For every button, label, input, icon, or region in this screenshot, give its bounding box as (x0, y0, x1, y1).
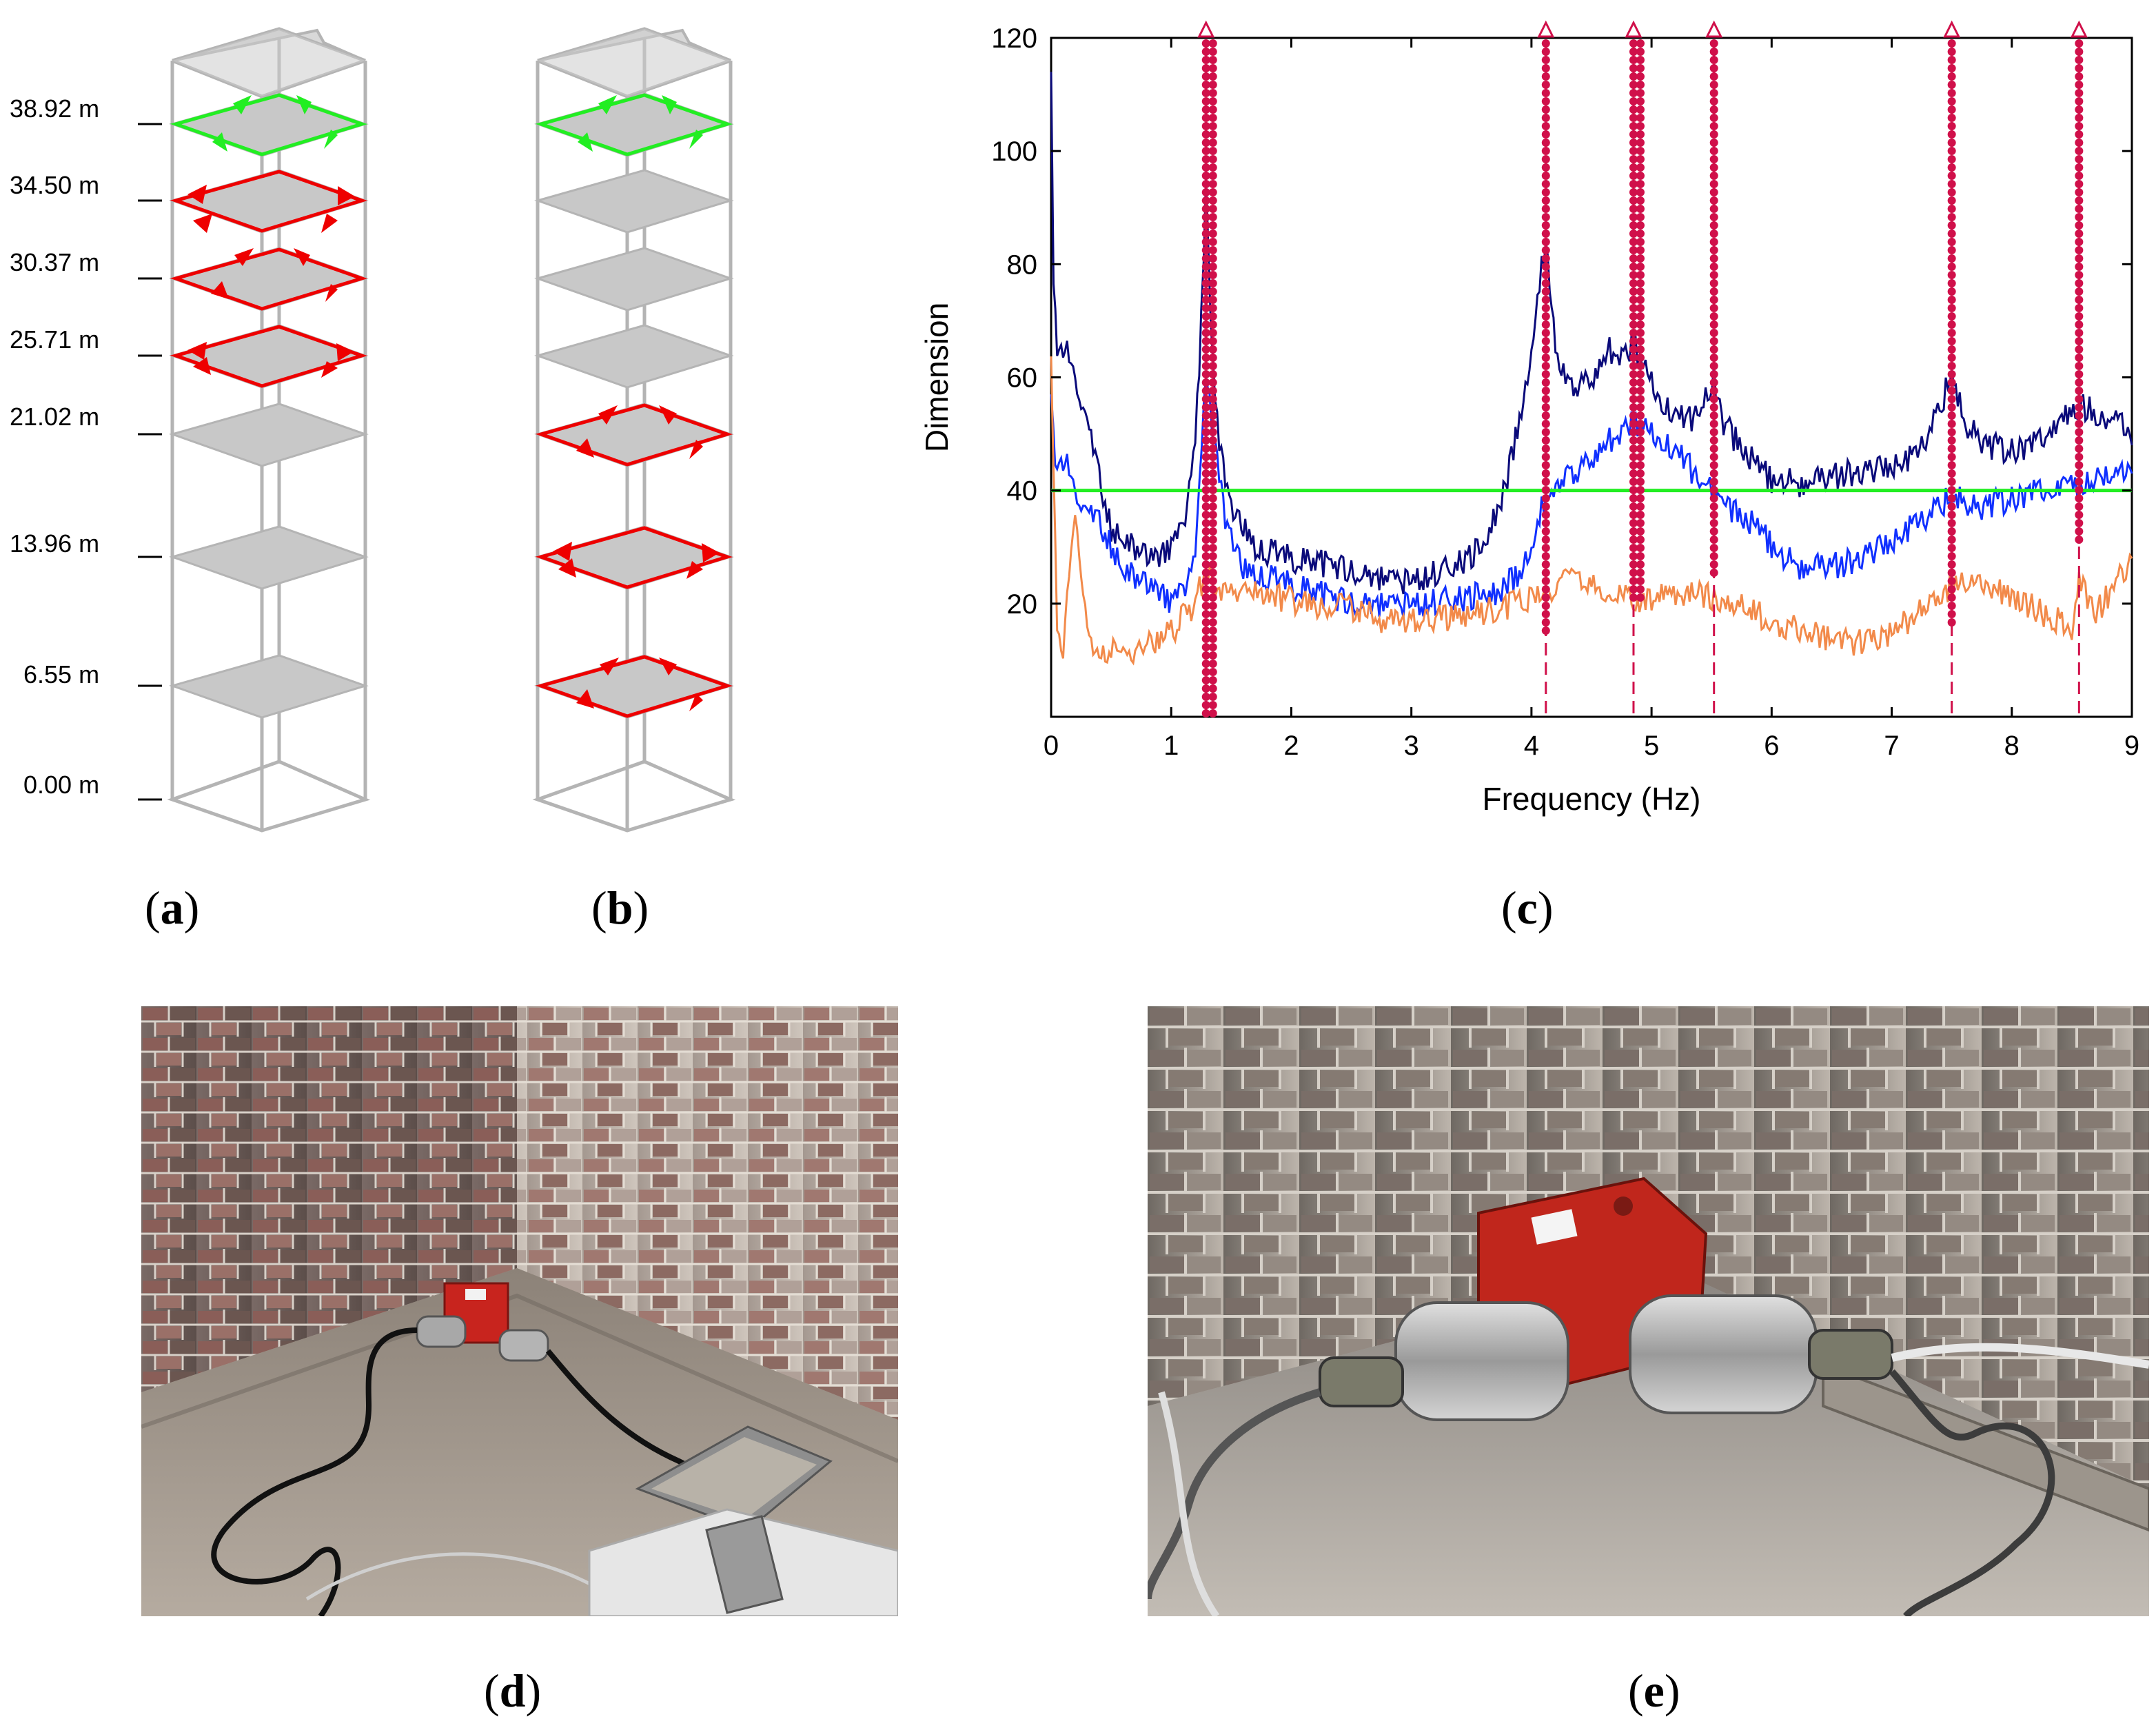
slab (534, 92, 734, 157)
peak-dots (2075, 39, 2084, 544)
peak-marker (1197, 20, 1215, 38)
level-label-34.50: 34.50 m (10, 171, 100, 199)
chart-xlabel: Frequency (Hz) (1483, 781, 1701, 817)
y-tick-label: 120 (991, 23, 1037, 54)
level-label-21.02: 21.02 m (10, 403, 100, 431)
slab (534, 169, 734, 234)
x-tick-label: 6 (1764, 731, 1779, 761)
x-tick-label: 3 (1404, 731, 1419, 761)
y-tick-label: 100 (991, 136, 1037, 167)
y-tick-label: 80 (1007, 250, 1038, 280)
level-label-38.92: 38.92 m (10, 94, 100, 123)
peak-marker (1705, 20, 1723, 38)
light-box (588, 1425, 898, 1616)
slab (534, 654, 734, 719)
level-label-25.71: 25.71 m (10, 325, 100, 354)
level-label-0.00: 0.00 m (23, 771, 100, 799)
photo-sensor-wide (141, 1006, 898, 1616)
y-tick-label: 40 (1007, 476, 1038, 507)
x-tick-label: 9 (2124, 731, 2139, 761)
x-tick-label: 2 (1283, 731, 1299, 761)
x-tick-label: 4 (1524, 731, 1539, 761)
slab (169, 654, 369, 719)
level-label-6.55: 6.55 m (23, 660, 100, 689)
peak-marker (1943, 20, 1961, 38)
slab (169, 247, 369, 312)
x-tick-label: 0 (1044, 731, 1059, 761)
peak-dots (1709, 39, 1718, 577)
slab (534, 403, 734, 467)
tower-model-b (532, 27, 736, 833)
slab (169, 525, 369, 590)
sensor-block (416, 1282, 549, 1362)
peak-marker (1537, 20, 1555, 38)
x-tick-label: 8 (2004, 731, 2020, 761)
panel-label-c: (c) (1501, 882, 1554, 934)
x-tick-label: 7 (1884, 731, 1899, 761)
x-tick-label: 1 (1163, 731, 1179, 761)
y-tick-label: 60 (1007, 363, 1038, 394)
level-label-13.96: 13.96 m (10, 529, 100, 558)
slab (169, 92, 369, 157)
x-tick-label: 5 (1644, 731, 1659, 761)
peak-marker (1625, 20, 1643, 38)
photo-sensor-close (1148, 1006, 2149, 1616)
peak-dots (1947, 39, 1956, 627)
panel-label-d: (d) (484, 1664, 542, 1717)
sensor-block (1319, 1177, 1893, 1421)
peak-marker (2070, 20, 2088, 38)
slab (169, 403, 369, 467)
slab (534, 247, 734, 312)
level-label-30.37: 30.37 m (10, 248, 100, 276)
panel-label-a: (a) (145, 882, 200, 934)
chart-ylabel: Dimension (919, 303, 955, 452)
peak-dots (1629, 39, 1645, 602)
y-tick-label: 20 (1007, 589, 1038, 620)
peak-dots (1201, 39, 1217, 717)
panel-label-e: (e) (1628, 1664, 1680, 1717)
panel-label-b: (b) (591, 882, 649, 934)
tower-model-a (138, 27, 371, 833)
peak-dots (1541, 39, 1550, 635)
slab (534, 324, 734, 389)
